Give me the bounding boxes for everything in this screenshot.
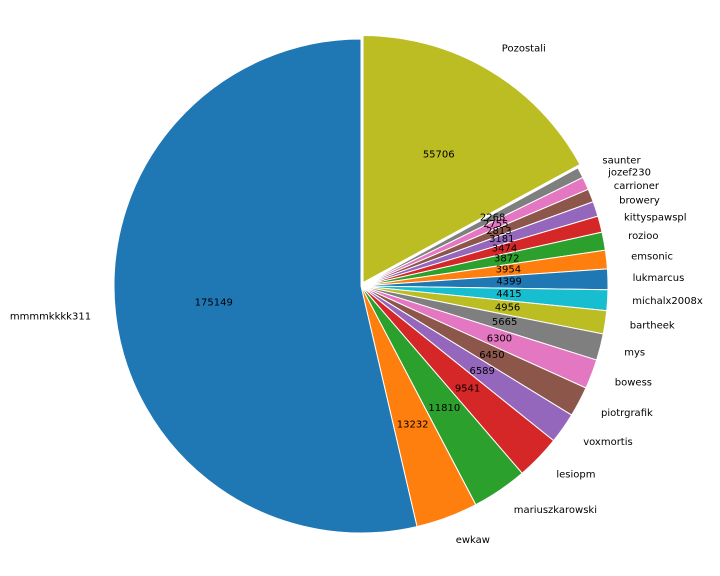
pie-label-ewkaw: ewkaw: [456, 535, 490, 546]
pie-label-lesiopm: lesiopm: [556, 469, 595, 480]
pie-value-lukmarcus: 4399: [496, 276, 521, 287]
pie-value-saunter: 2268: [480, 212, 505, 223]
pie-label-bowess: bowess: [615, 378, 652, 389]
pie-value-emsonic: 3954: [496, 265, 521, 276]
pie-label-jozef230: jozef230: [607, 168, 651, 179]
pie-value-mys: 5665: [492, 317, 517, 328]
pie-value-mariuszkarowski: 11810: [428, 403, 460, 414]
pie-label-mmmmkkkk311: mmmmkkkk311: [10, 311, 91, 322]
pie-label-saunter: saunter: [602, 156, 641, 167]
pie-label-mys: mys: [624, 348, 645, 359]
pie-value-bowess: 6300: [487, 333, 512, 344]
pie-value-browery: 3181: [489, 234, 514, 245]
pie-value-ewkaw: 13232: [397, 419, 429, 430]
pie-value-jozef230: 2755: [483, 219, 508, 230]
pie-label-pozostali: Pozostali: [502, 43, 546, 54]
pie-label-emsonic: emsonic: [631, 251, 673, 262]
pie-value-piotrgrafik: 6450: [479, 350, 504, 361]
pie-label-rozioo: rozioo: [628, 231, 658, 242]
pie-value-lesiopm: 9541: [455, 384, 480, 395]
pie-value-voxmortis: 6589: [469, 366, 494, 377]
pie-slices: [113, 35, 609, 534]
pie-label-michalx2008x: michalx2008x: [632, 296, 703, 307]
pie-value-michalx2008x: 4415: [496, 289, 521, 300]
pie-value-bartheek: 4956: [495, 302, 520, 313]
pie-value-mmmmkkkk311: 175149: [195, 297, 233, 308]
pie-value-pozostali: 55706: [423, 150, 455, 161]
pie-label-voxmortis: voxmortis: [583, 437, 633, 448]
pie-slice-pozostali: [362, 35, 581, 284]
pie-slice-mmmmkkkk311: [113, 38, 418, 534]
pie-label-piotrgrafik: piotrgrafik: [601, 408, 653, 419]
pie-value-rozioo: 3872: [494, 254, 519, 265]
pie-value-carrioner: 2813: [486, 226, 511, 237]
pie-label-lukmarcus: lukmarcus: [633, 273, 685, 284]
pie-label-kittyspawspl: kittyspawspl: [624, 212, 687, 223]
pie-value-kittyspawspl: 3474: [492, 243, 517, 254]
pie-label-browery: browery: [619, 196, 660, 207]
pie-label-carrioner: carrioner: [614, 181, 660, 192]
pie-label-mariuszkarowski: mariuszkarowski: [514, 505, 597, 516]
pie-label-bartheek: bartheek: [630, 321, 675, 332]
